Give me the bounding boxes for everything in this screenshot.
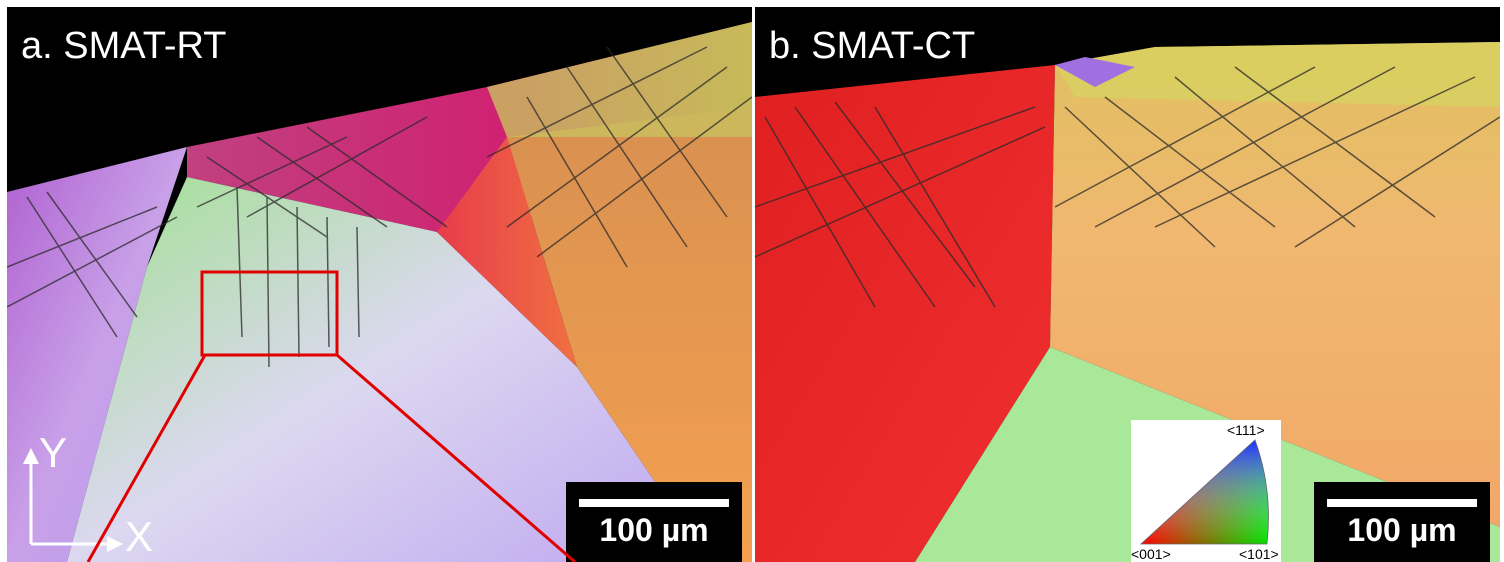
scale-bar-line — [1327, 499, 1477, 507]
axis-label-x: X — [125, 513, 154, 560]
ipf-color-key: <111> <001> <101> — [1131, 420, 1281, 562]
coordinate-axes: Y X — [19, 429, 159, 558]
ipf-pole-101: <101> — [1239, 546, 1279, 562]
ipf-triangle-icon — [1139, 439, 1269, 545]
panel-title-a: a. SMAT-RT — [21, 25, 227, 67]
scale-bar-label: 100 µm — [1347, 512, 1457, 548]
ipf-pole-111: <111> — [1227, 422, 1265, 438]
panel-a-smat-rt: a. SMAT-RT Y X 100 µm — [7, 7, 752, 562]
scale-bar-b: 100 µm — [1314, 482, 1490, 562]
axis-label-y: Y — [39, 429, 68, 476]
scale-bar-a: 100 µm — [566, 482, 742, 562]
ipf-pole-001: <001> — [1131, 546, 1171, 562]
ebsd-map-b — [755, 7, 1500, 562]
scale-bar-label: 100 µm — [599, 512, 709, 548]
panel-title-b: b. SMAT-CT — [769, 25, 976, 67]
scale-bar-line — [579, 499, 729, 507]
panel-b-smat-ct: b. SMAT-CT <111> <001> <101> 100 µm — [755, 7, 1500, 562]
